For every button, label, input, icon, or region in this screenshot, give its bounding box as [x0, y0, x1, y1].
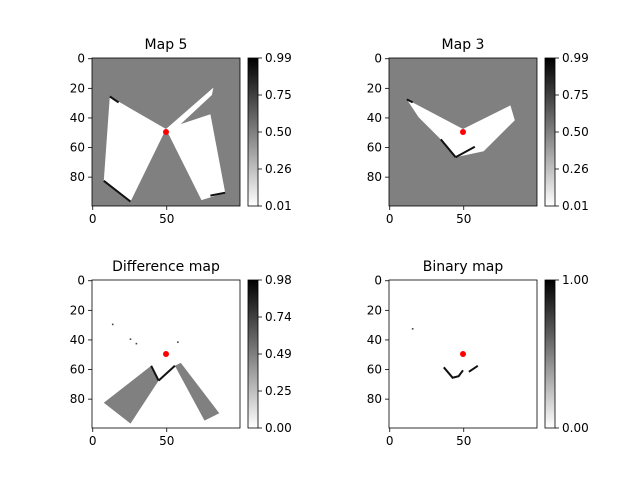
panel-binary-map: Binary map 0 50 0 20 40 60 80 1.00 0.00	[367, 259, 589, 448]
plot-frame	[91, 57, 241, 207]
y-tick-label: 80	[70, 392, 85, 406]
axes: 0 50 0 20 40 60 80	[367, 52, 538, 226]
panel-difference-map: Difference map 0 50 0 20 40 60 80 0.98 0.74 0.49…	[70, 259, 292, 448]
occupied-edge	[468, 364, 479, 373]
x-tick-label: 0	[386, 212, 394, 226]
colorbar-tick-label: 0.01	[562, 199, 589, 213]
colorbar-tick-label: 0.25	[265, 384, 292, 398]
y-tick-label: 0	[374, 274, 382, 288]
x-tick-label: 0	[386, 434, 394, 448]
occupied-edge	[210, 191, 226, 197]
x-tick-label: 50	[456, 212, 471, 226]
colorbar-tick-label: 0.98	[265, 273, 292, 287]
occupancy-speck	[177, 341, 179, 343]
occupied-edge	[150, 365, 160, 382]
y-tick-label: 40	[70, 111, 85, 125]
free-space-region	[406, 99, 515, 158]
colorbar-tick-label: 0.75	[265, 88, 292, 102]
panel-map-5: Map 5 0 50 0 20 40 60 80 0.99 0.75 0.50 0.26 0.01	[70, 37, 292, 226]
occupied-edge	[455, 145, 476, 159]
colorbar-tick-label: 0.74	[265, 310, 292, 324]
occupancy-speck	[129, 338, 132, 340]
x-tick-label: 50	[456, 434, 471, 448]
occupancy-speck	[135, 342, 138, 345]
y-tick-label: 80	[367, 392, 382, 406]
x-tick-label: 0	[89, 434, 97, 448]
robot-position-marker	[163, 351, 169, 357]
free-space-region	[166, 114, 226, 201]
colorbar-tick-label: 0.99	[562, 51, 589, 65]
robot-position-marker	[460, 351, 466, 357]
colorbar-gradient	[247, 57, 259, 207]
y-tick-label: 40	[70, 333, 85, 347]
free-space-region	[166, 87, 214, 135]
heatmap-plot	[92, 58, 240, 206]
y-tick-label: 40	[367, 333, 382, 347]
colorbar: 1.00 0.00	[544, 273, 589, 435]
y-tick-label: 20	[70, 81, 85, 95]
panel-title: Binary map	[423, 259, 504, 275]
colorbar-tick-label: 0.26	[265, 162, 292, 176]
robot-position-marker	[460, 129, 466, 135]
colorbar-gradient	[544, 279, 556, 429]
colorbar-tick-label: 0.50	[562, 125, 589, 139]
occupied-edge	[109, 95, 120, 104]
y-tick-label: 60	[70, 141, 85, 155]
colorbar: 0.99 0.75 0.50 0.26 0.01	[544, 51, 589, 213]
colorbar-tick-label: 0.99	[265, 51, 292, 65]
y-tick-label: 20	[367, 81, 382, 95]
panel-title: Difference map	[112, 259, 220, 275]
heatmap-plot	[389, 280, 537, 428]
colorbar-gradient	[247, 279, 259, 429]
occupied-edge	[443, 366, 464, 379]
plot-frame	[388, 57, 538, 207]
axes: 0 50 0 20 40 60 80	[70, 52, 241, 226]
y-tick-label: 0	[77, 274, 85, 288]
y-tick-label: 20	[367, 303, 382, 317]
colorbar-tick-label: 0.26	[562, 162, 589, 176]
colorbar-tick-label: 0.50	[265, 125, 292, 139]
colorbar-tick-label: 0.01	[265, 199, 292, 213]
y-tick-label: 60	[367, 141, 382, 155]
y-tick-label: 20	[70, 303, 85, 317]
axes: 0 50 0 20 40 60 80	[70, 274, 241, 448]
x-tick-label: 50	[159, 434, 174, 448]
occupancy-speck	[111, 323, 114, 326]
heatmap-plot	[389, 58, 537, 206]
x-tick-label: 50	[159, 212, 174, 226]
panel-map-3: Map 3 0 50 0 20 40 60 80 0.99 0.75 0.50 0.26 0.01	[367, 37, 589, 226]
y-tick-label: 0	[77, 52, 85, 66]
occupied-edge	[103, 180, 132, 203]
y-tick-label: 80	[70, 170, 85, 184]
occupied-edge	[406, 98, 414, 104]
panel-title: Map 3	[442, 37, 485, 53]
plot-frame	[388, 279, 538, 429]
panel-title: Map 5	[145, 37, 188, 53]
colorbar-tick-label: 0.00	[265, 421, 292, 435]
free-space-region	[103, 96, 166, 202]
x-tick-label: 0	[89, 212, 97, 226]
difference-region	[174, 362, 220, 421]
colorbar: 0.99 0.75 0.50 0.26 0.01	[247, 51, 292, 213]
y-tick-label: 80	[367, 170, 382, 184]
colorbar-tick-label: 1.00	[562, 273, 589, 287]
axes: 0 50 0 20 40 60 80	[367, 274, 538, 448]
robot-position-marker	[163, 129, 169, 135]
occupancy-speck	[411, 328, 414, 330]
y-tick-label: 40	[367, 111, 382, 125]
occupied-edge	[157, 365, 176, 382]
colorbar-tick-label: 0.75	[562, 88, 589, 102]
difference-region	[103, 365, 159, 424]
heatmap-plot	[92, 280, 240, 428]
y-tick-label: 60	[70, 363, 85, 377]
colorbar: 0.98 0.74 0.49 0.25 0.00	[247, 273, 292, 435]
y-tick-label: 0	[374, 52, 382, 66]
colorbar-tick-label: 0.00	[562, 421, 589, 435]
colorbar-gradient	[544, 57, 556, 207]
occupied-edge	[440, 138, 457, 158]
colorbar-tick-label: 0.49	[265, 347, 292, 361]
y-tick-label: 60	[367, 363, 382, 377]
plot-frame	[91, 279, 241, 429]
